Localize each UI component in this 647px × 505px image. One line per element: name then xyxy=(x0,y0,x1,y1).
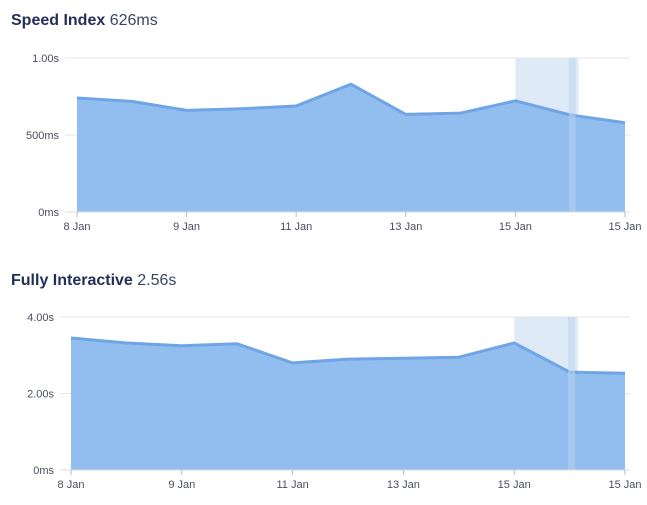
chart0-x-tick-label-5: 15 Jan xyxy=(608,221,641,233)
chart0-x-tick-label-1: 9 Jan xyxy=(173,221,200,233)
chart0-x-tick-label-0: 8 Jan xyxy=(64,221,91,233)
speed-index-value: 626ms xyxy=(109,12,158,29)
fully-interactive-label: Fully Interactive xyxy=(11,272,133,289)
fully-interactive-value: 2.56s xyxy=(137,272,177,289)
speed-index-title: Speed Index 626ms xyxy=(11,12,158,30)
fully-interactive-chart[interactable]: 0ms 2.00s 4.00s 8 Jan 9 Jan 11 Jan 13 Jan 15 Ja… xyxy=(0,262,647,505)
fully-interactive-panel: Fully Interactive 2.56s 0ms 2.00s 4.00s 8 J… xyxy=(0,262,647,505)
chart1-x-tick-label-2: 11 Jan xyxy=(276,479,308,491)
chart1-x-tick-label-1: 9 Jan xyxy=(168,479,195,491)
chart0-x-tick-label-2: 11 Jan xyxy=(280,221,312,233)
speed-index-panel: Speed Index 626ms 0ms 500ms 1.00s 8 Jan 9 Ja… xyxy=(0,0,647,250)
chart1-y-tick-label-0: 0ms xyxy=(33,465,54,477)
chart1-highlight-marker xyxy=(568,317,576,470)
chart1-area xyxy=(71,338,625,470)
chart0-x-tick-label-3: 13 Jan xyxy=(389,221,422,233)
chart0-series-line xyxy=(76,82,626,125)
chart1-x-tick-label-5: 15 Jan xyxy=(608,479,641,491)
chart0-x-tick-label-4: 15 Jan xyxy=(499,221,532,233)
fully-interactive-title: Fully Interactive 2.56s xyxy=(11,272,176,290)
speed-index-chart[interactable]: 0ms 500ms 1.00s 8 Jan 9 Jan 11 Jan 13 Jan 15 Ja… xyxy=(0,0,647,250)
speed-index-label: Speed Index xyxy=(11,12,106,29)
chart1-x-tick-label-4: 15 Jan xyxy=(498,479,531,491)
chart0-y-tick-label-1: 500ms xyxy=(26,130,60,142)
chart0-highlight-marker xyxy=(568,58,576,212)
chart0-area xyxy=(77,84,625,212)
chart1-series-line xyxy=(70,336,626,375)
chart1-y-tick-label-1: 2.00s xyxy=(27,389,54,401)
chart1-x-tick-label-0: 8 Jan xyxy=(58,479,85,491)
chart1-x-tick-label-3: 13 Jan xyxy=(387,479,420,491)
chart1-y-tick-label-2: 4.00s xyxy=(27,312,54,324)
chart0-y-tick-label-0: 0ms xyxy=(38,207,59,219)
chart0-y-tick-label-2: 1.00s xyxy=(32,53,59,65)
